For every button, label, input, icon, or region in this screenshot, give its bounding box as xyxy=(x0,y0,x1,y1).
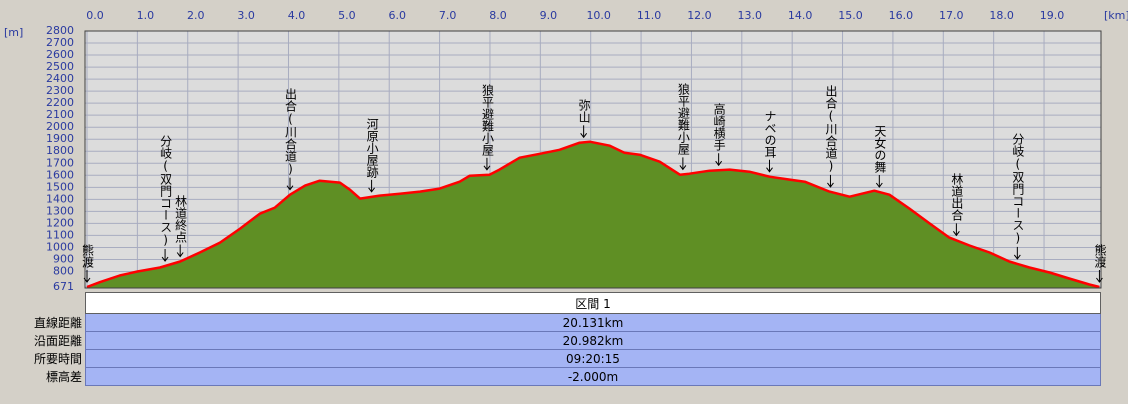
y-tick-label: 1700 xyxy=(46,156,74,169)
y-tick-label: 2000 xyxy=(46,120,74,133)
x-tick-label: 6.0 xyxy=(388,9,406,22)
annotation-label: 弥山 xyxy=(577,99,592,124)
x-tick-label: 17.0 xyxy=(939,9,964,22)
y-tick-label: 1500 xyxy=(46,180,74,193)
plot-area xyxy=(84,30,1102,289)
x-tick-label: 16.0 xyxy=(889,9,914,22)
annotation-arrowhead xyxy=(679,165,687,171)
y-axis-unit: [m] xyxy=(4,26,23,39)
row-value: 20.131km xyxy=(85,314,1101,332)
row-label: 標高差 xyxy=(45,370,82,384)
annotation-arrowhead xyxy=(176,252,184,258)
annotation-arrowhead xyxy=(286,185,294,191)
y-tick-label: 2500 xyxy=(46,60,74,73)
y-tick-label: 1000 xyxy=(46,240,74,253)
annotation-arrowhead xyxy=(952,231,960,237)
x-tick-label: 18.0 xyxy=(989,9,1014,22)
y-tick-label: 2400 xyxy=(46,72,74,85)
annotation-arrowhead xyxy=(368,187,375,193)
annotation-label: 高崎横手 xyxy=(712,103,727,152)
annotation-arrowhead xyxy=(766,167,773,173)
x-tick-label: 8.0 xyxy=(489,9,507,22)
annotation-label: 熊渡 xyxy=(1092,244,1107,268)
x-tick-label: 7.0 xyxy=(439,9,457,22)
y-tick-label: 2600 xyxy=(46,48,74,61)
table-header: 区間 1 xyxy=(85,292,1101,314)
y-tick-label: 1100 xyxy=(46,228,74,241)
y-tick-label: 1900 xyxy=(46,132,74,145)
y-tick-label: 900 xyxy=(53,252,74,265)
annotation-arrowhead xyxy=(483,165,491,171)
y-tick-label: 2800 xyxy=(46,24,74,37)
annotation-arrowhead xyxy=(83,277,91,283)
x-tick-label: 2.0 xyxy=(187,9,205,22)
y-tick-label: 1800 xyxy=(46,144,74,157)
y-tick-label: 2200 xyxy=(46,96,74,109)
y-tick-label: 2300 xyxy=(46,84,74,97)
y-tick-label: 1400 xyxy=(46,192,74,205)
y-tick-label: 1600 xyxy=(46,168,74,181)
y-tick-label: 671 xyxy=(53,280,74,293)
x-tick-label: 15.0 xyxy=(838,9,863,22)
annotation-label: 出合(川合道) xyxy=(823,84,838,173)
annotation-label: 分岐(双門コース) xyxy=(1010,132,1025,245)
y-tick-label: 1300 xyxy=(46,204,74,217)
row-label: 沿面距離 xyxy=(33,334,82,348)
row-value: 20.982km xyxy=(85,332,1101,350)
annotation-label: 林道出合 xyxy=(949,173,964,222)
annotation-arrowhead xyxy=(1096,277,1103,283)
elevation-area xyxy=(87,141,1100,288)
x-tick-label: 12.0 xyxy=(687,9,712,22)
x-tick-label: 10.0 xyxy=(586,9,611,22)
annotation-label: 天女の舞 xyxy=(872,125,887,174)
annotation-label: 熊渡 xyxy=(80,244,95,268)
row-value: 09:20:15 xyxy=(85,350,1101,368)
row-label: 所要時間 xyxy=(33,352,82,366)
row-label: 直線距離 xyxy=(33,316,82,330)
annotation-label: 林道終点 xyxy=(173,194,188,243)
annotation-label: 分岐(双門コース) xyxy=(158,135,173,248)
y-tick-label: 2100 xyxy=(46,108,74,121)
x-tick-label: 14.0 xyxy=(788,9,813,22)
elevation-line xyxy=(86,140,1100,289)
annotation-arrowhead xyxy=(161,256,169,262)
y-tick-label: 1200 xyxy=(46,216,74,229)
annotation-arrowhead xyxy=(715,160,723,167)
annotation-arrowhead xyxy=(827,182,834,188)
x-tick-label: 0.0 xyxy=(86,9,104,22)
x-axis-unit: [km] xyxy=(1104,9,1128,22)
x-tick-label: 3.0 xyxy=(237,9,255,22)
annotation-arrowhead xyxy=(875,182,883,188)
y-tick-label: 2700 xyxy=(46,36,74,49)
y-tick-label: 800 xyxy=(53,264,74,277)
x-tick-label: 4.0 xyxy=(288,9,306,22)
annotation-arrowhead xyxy=(1013,254,1021,260)
annotation-label: 出合(川合道) xyxy=(283,87,298,176)
x-tick-label: 11.0 xyxy=(637,9,662,22)
x-tick-label: 5.0 xyxy=(338,9,356,22)
row-value: -2.000m xyxy=(85,368,1101,386)
annotation-arrowhead xyxy=(580,133,588,139)
x-tick-label: 9.0 xyxy=(540,9,558,22)
x-tick-label: 1.0 xyxy=(137,9,155,22)
annotation-label: 河原小屋跡 xyxy=(365,117,380,178)
annotation-label: ナベの耳 xyxy=(763,109,777,158)
annotation-label: 狼平避難小屋 xyxy=(676,83,691,156)
annotation-label: 狼平避難小屋 xyxy=(480,83,495,156)
x-tick-label: 13.0 xyxy=(738,9,763,22)
x-tick-label: 19.0 xyxy=(1040,9,1065,22)
